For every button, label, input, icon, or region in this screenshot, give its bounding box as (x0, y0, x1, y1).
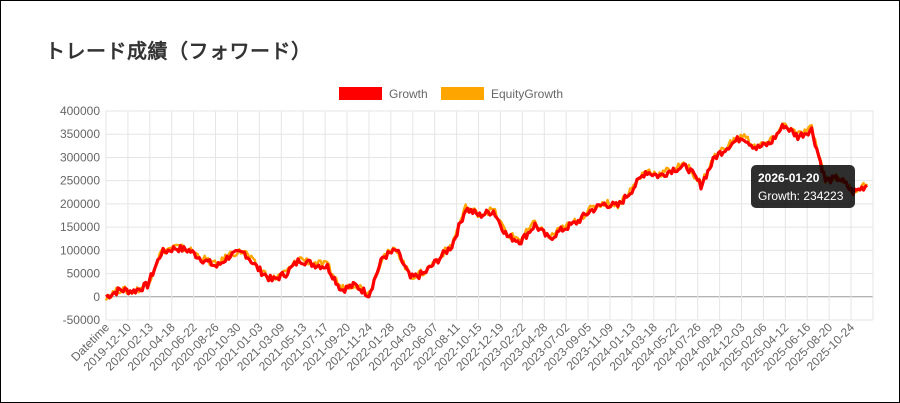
y-tick-label: 150000 (60, 220, 100, 234)
y-tick-label: 300000 (60, 150, 100, 164)
y-tick-label: 50000 (67, 267, 101, 281)
legend-label-equity[interactable]: EquityGrowth (491, 87, 563, 101)
y-tick-label: 0 (93, 290, 100, 304)
legend-swatch-growth[interactable] (339, 87, 382, 100)
series-lines (104, 122, 869, 301)
y-tick-label: 250000 (60, 174, 100, 188)
legend-swatch-equity[interactable] (441, 87, 484, 100)
tooltip-value: Growth: 234223 (758, 189, 844, 203)
y-tick-label: 100000 (60, 243, 100, 257)
y-tick-label: 400000 (60, 104, 100, 118)
tooltip-date: 2026-01-20 (758, 171, 820, 185)
y-axis-ticks: 400000 350000 300000 250000 200000 150000 1000… (60, 104, 100, 327)
x-axis-ticks: Datetime2019-12-102020-02-132020-04-1820… (68, 320, 857, 374)
y-tick-label: 200000 (60, 197, 100, 211)
tooltip-box (751, 165, 855, 208)
series-line-growth (105, 122, 868, 300)
legend-label-growth[interactable]: Growth (389, 87, 428, 101)
y-tick-label: -50000 (63, 313, 101, 327)
tooltip: 2026-01-20 Growth: 234223 (751, 165, 855, 208)
y-tick-label: 350000 (60, 127, 100, 141)
legend: Growth EquityGrowth (339, 87, 563, 101)
page-title: トレード成績（フォワード） (45, 39, 312, 63)
